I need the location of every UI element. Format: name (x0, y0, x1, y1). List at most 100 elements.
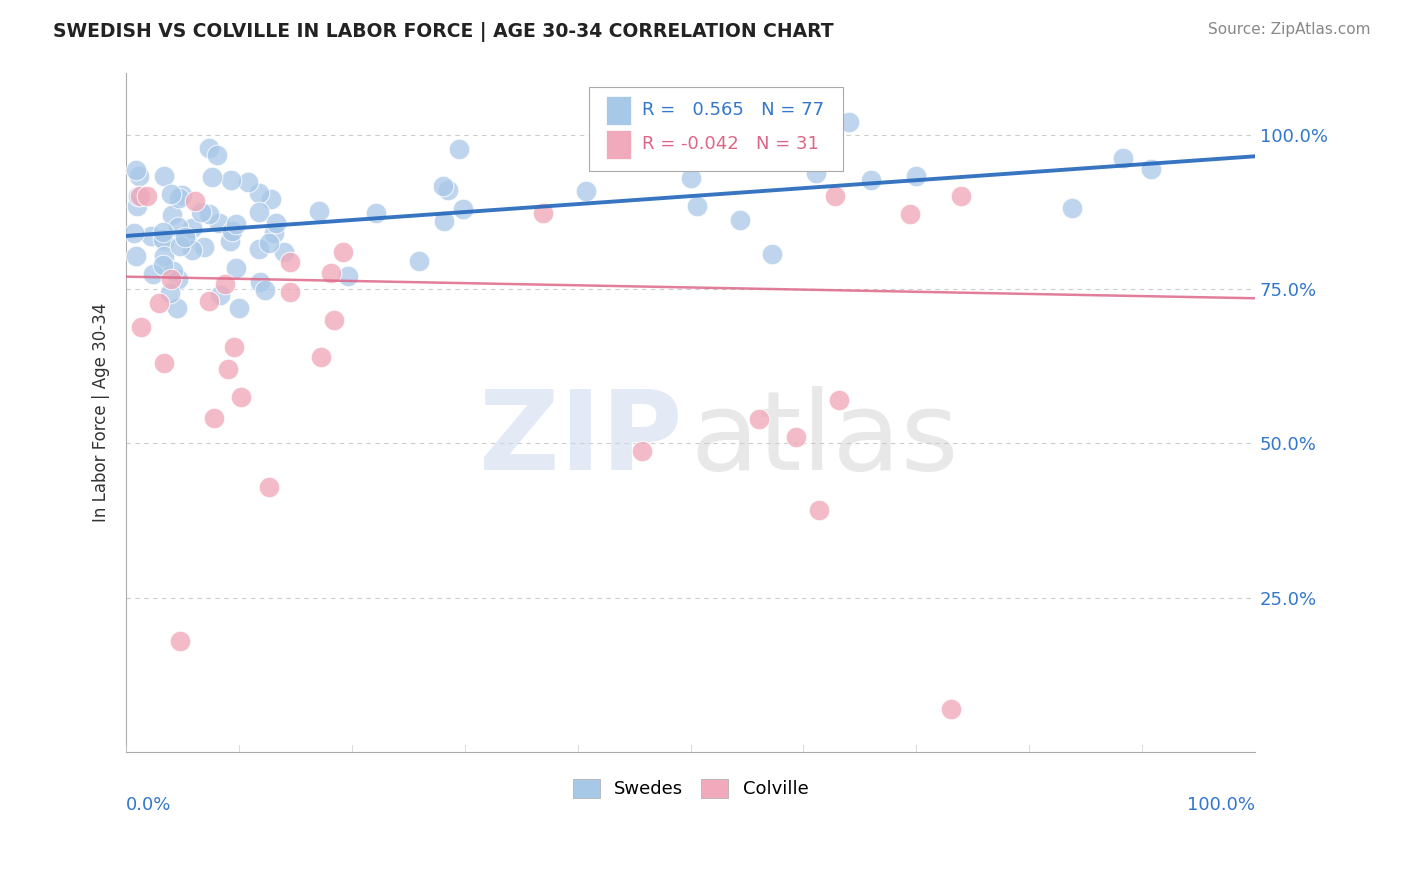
Point (257, 235, 280, 250)
Point (214, 277, 236, 292)
Point (221, 224, 243, 238)
Point (174, 232, 197, 246)
Point (308, 204, 330, 219)
FancyBboxPatch shape (589, 87, 844, 171)
Point (166, 272, 188, 286)
Point (180, 243, 202, 257)
Point (364, 206, 387, 220)
Point (228, 301, 250, 315)
Point (838, 115, 860, 129)
Point (202, 411, 225, 425)
Point (807, 503, 830, 517)
Point (159, 272, 181, 286)
Point (432, 179, 454, 194)
Point (153, 234, 176, 248)
Point (207, 147, 229, 161)
Point (125, 199, 148, 213)
Point (686, 199, 709, 213)
Point (681, 170, 703, 185)
Point (217, 362, 239, 376)
Y-axis label: In Labor Force | Age 30-34: In Labor Force | Age 30-34 (93, 302, 110, 522)
Point (1140, 161, 1163, 176)
Point (225, 261, 247, 276)
Point (249, 186, 271, 201)
Point (939, 702, 962, 716)
Point (219, 172, 242, 186)
Point (792, 129, 814, 144)
Point (208, 216, 231, 230)
Point (257, 479, 280, 493)
Point (433, 214, 456, 228)
Point (153, 356, 176, 370)
Point (249, 276, 271, 290)
Point (761, 247, 783, 261)
Point (451, 202, 474, 216)
Bar (606, 130, 631, 159)
Point (631, 443, 654, 458)
Point (575, 184, 598, 198)
Point (159, 286, 181, 301)
Point (198, 141, 221, 155)
Text: 100.0%: 100.0% (1187, 796, 1256, 814)
Point (803, 135, 825, 149)
Point (190, 205, 212, 219)
Point (785, 430, 807, 444)
Point (174, 230, 197, 244)
Point (142, 267, 165, 281)
Point (131, 319, 153, 334)
Point (170, 188, 193, 202)
Point (336, 269, 359, 284)
Point (198, 294, 221, 309)
Point (160, 187, 183, 202)
Point (167, 191, 190, 205)
Point (254, 283, 277, 297)
Point (322, 313, 344, 327)
Point (224, 340, 246, 354)
Point (139, 229, 162, 244)
Point (122, 226, 145, 240)
Point (128, 189, 150, 203)
Point (614, 152, 637, 166)
Point (125, 249, 148, 263)
Point (278, 254, 301, 268)
Point (152, 225, 174, 239)
Point (1060, 202, 1083, 216)
Text: Source: ZipAtlas.com: Source: ZipAtlas.com (1208, 22, 1371, 37)
Point (125, 163, 148, 178)
Point (278, 285, 301, 300)
Point (236, 175, 259, 189)
Point (127, 188, 149, 202)
Point (531, 206, 554, 220)
Point (128, 169, 150, 184)
Point (950, 189, 973, 203)
Point (860, 172, 883, 186)
Point (332, 245, 354, 260)
Point (198, 207, 221, 221)
Point (225, 217, 247, 231)
Point (408, 254, 430, 268)
Point (166, 219, 188, 234)
Point (183, 194, 205, 208)
Point (273, 244, 295, 259)
Point (905, 169, 928, 184)
Text: 0.0%: 0.0% (127, 796, 172, 814)
Text: R =   0.565   N = 77: R = 0.565 N = 77 (643, 102, 824, 120)
Point (135, 189, 157, 203)
Point (219, 235, 242, 249)
Text: R = -0.042   N = 31: R = -0.042 N = 31 (643, 136, 818, 153)
Point (447, 142, 470, 156)
Point (247, 242, 270, 256)
Point (321, 267, 343, 281)
Point (730, 213, 752, 227)
Point (748, 411, 770, 425)
Point (436, 183, 458, 197)
Point (201, 170, 224, 185)
Point (804, 166, 827, 180)
Point (162, 264, 184, 278)
Point (247, 205, 270, 219)
Point (169, 633, 191, 648)
Point (828, 393, 851, 408)
Point (1111, 151, 1133, 165)
Point (153, 249, 176, 263)
Point (148, 296, 170, 310)
